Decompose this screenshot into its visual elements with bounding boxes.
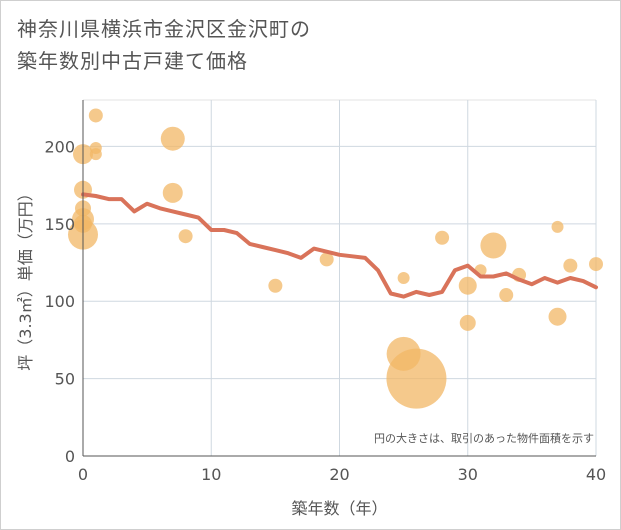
x-tick-label: 30 [458, 465, 478, 484]
grid-lines [83, 99, 597, 456]
x-tick-label: 20 [329, 465, 349, 484]
y-axis-label: 坪（3.3㎡）単価（万円） [16, 185, 35, 370]
bubble-point [435, 230, 450, 245]
axes: 0 50 100 150 200 0 10 20 30 40 [44, 100, 606, 484]
bubble-point [162, 182, 183, 203]
bubble-point [88, 108, 103, 123]
bubble-size-note: 円の大きさは、取引のあった物件面積を示す [374, 431, 594, 445]
bubble-point [480, 232, 507, 259]
y-tick-label: 200 [44, 137, 75, 156]
y-tick-label: 50 [55, 370, 75, 389]
chart-title-line1: 神奈川県横浜市金沢区金沢町の [17, 17, 311, 41]
x-tick-label: 40 [586, 465, 606, 484]
y-tick-label: 150 [44, 215, 75, 234]
bubble-point [563, 258, 578, 273]
bubble-point [499, 288, 514, 303]
bubble-point [458, 276, 477, 295]
y-tick-label: 100 [44, 292, 75, 311]
trend-series [81, 192, 598, 299]
bubble-point [548, 307, 567, 326]
chart-title: 神奈川県横浜市金沢区金沢町の 築年数別中古戸建て価格 [17, 13, 311, 77]
bubble-point [459, 314, 476, 331]
bubble-point [178, 229, 193, 244]
x-tick-label: 0 [78, 465, 88, 484]
bubble-point [268, 278, 283, 293]
y-tick-label: 0 [65, 447, 75, 466]
bubble-point [386, 348, 447, 409]
bubble-series [68, 108, 603, 409]
bubble-point [160, 126, 185, 151]
bubble-point [397, 272, 410, 284]
bubble-point [89, 148, 102, 161]
bubble-point [319, 252, 334, 267]
bubble-point [589, 257, 603, 272]
chart-title-line2: 築年数別中古戸建て価格 [17, 49, 248, 73]
x-axis-label: 築年数（年） [291, 499, 387, 518]
trend-line [81, 192, 598, 299]
bubble-point [551, 220, 564, 233]
x-tick-label: 10 [201, 465, 221, 484]
